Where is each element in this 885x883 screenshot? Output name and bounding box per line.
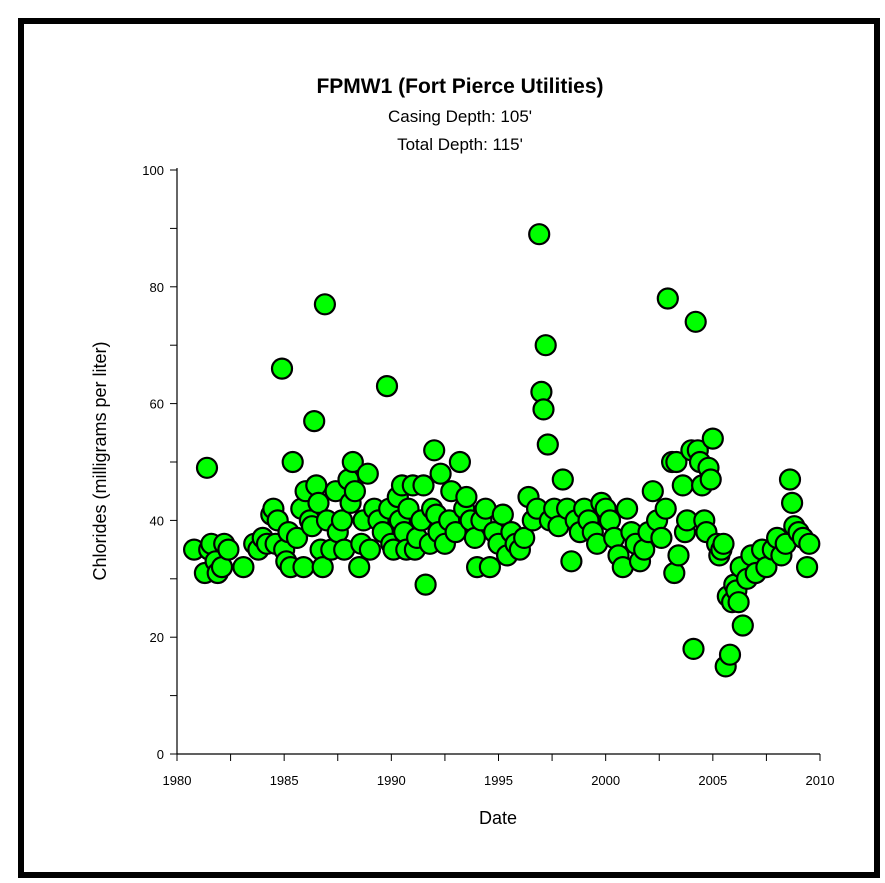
- data-point: [341, 450, 364, 474]
- data-point: [684, 310, 707, 333]
- x-tick-label: 1985: [270, 773, 299, 788]
- data-point: [536, 433, 559, 456]
- data-point: [671, 474, 694, 497]
- data-point: [217, 538, 240, 561]
- data-point: [356, 462, 379, 485]
- y-tick-label: 20: [150, 630, 164, 645]
- data-point: [667, 544, 690, 567]
- data-point: [528, 223, 551, 246]
- data-point: [798, 532, 821, 555]
- data-point: [429, 462, 452, 485]
- data-point: [455, 485, 478, 509]
- data-point: [699, 468, 722, 491]
- chart-subtitle-total-depth: Total Depth: 115': [397, 135, 523, 154]
- data-point: [513, 526, 536, 550]
- data-point: [478, 555, 501, 579]
- data-point: [650, 526, 673, 550]
- y-tick-label: 0: [157, 747, 164, 762]
- data-point: [682, 637, 705, 661]
- chart-subtitle-casing-depth: Casing Depth: 105': [388, 107, 532, 126]
- data-point: [195, 456, 219, 479]
- data-point: [232, 555, 255, 579]
- data-point: [701, 427, 724, 450]
- data-point: [551, 468, 574, 491]
- data-point: [778, 468, 802, 491]
- data-point: [270, 357, 294, 380]
- y-axis-title: Chlorides (milligrams per liter): [90, 341, 110, 580]
- chart-frame: [18, 18, 880, 878]
- data-point: [423, 439, 446, 462]
- data-point: [358, 538, 381, 561]
- data-point: [665, 450, 688, 474]
- data-point: [303, 410, 326, 433]
- y-tick-label: 80: [150, 280, 164, 295]
- data-points: [183, 223, 821, 678]
- data-point: [795, 555, 819, 579]
- data-point: [641, 480, 664, 503]
- x-tick-label: 1995: [484, 773, 513, 788]
- data-point: [712, 532, 735, 555]
- data-point: [780, 491, 804, 514]
- chart-title: FPMW1 (Fort Pierce Utilities): [316, 75, 603, 98]
- data-point: [330, 509, 354, 532]
- data-point: [491, 503, 514, 526]
- data-point: [414, 573, 437, 596]
- x-tick-label: 2010: [806, 773, 835, 788]
- data-point: [343, 480, 366, 503]
- data-point: [285, 526, 309, 550]
- x-tick-label: 1990: [377, 773, 406, 788]
- x-tick-label: 2005: [698, 773, 727, 788]
- data-point: [313, 293, 336, 316]
- data-point: [615, 497, 639, 520]
- axis-ticks: 0 20 40 60 80 100 1980 1985 1990 1995 2000 2005 2010: [142, 163, 834, 788]
- data-point: [311, 555, 334, 579]
- x-tick-label: 1980: [163, 773, 192, 788]
- data-point: [731, 614, 754, 637]
- data-point: [718, 643, 742, 666]
- data-point: [532, 398, 555, 421]
- data-point: [654, 497, 677, 520]
- data-point: [375, 375, 399, 398]
- y-tick-label: 100: [142, 163, 164, 178]
- data-point: [727, 591, 750, 614]
- data-point: [348, 555, 371, 579]
- data-point: [412, 474, 435, 497]
- data-point: [534, 334, 557, 357]
- data-point: [307, 491, 330, 514]
- data-point: [281, 450, 304, 474]
- data-point: [656, 287, 679, 310]
- data-point: [448, 450, 471, 474]
- data-point: [560, 550, 583, 573]
- x-tick-label: 2000: [591, 773, 620, 788]
- x-axis-title: Date: [479, 808, 517, 828]
- y-tick-label: 60: [150, 397, 164, 412]
- data-point: [292, 555, 315, 579]
- y-tick-label: 40: [150, 513, 164, 528]
